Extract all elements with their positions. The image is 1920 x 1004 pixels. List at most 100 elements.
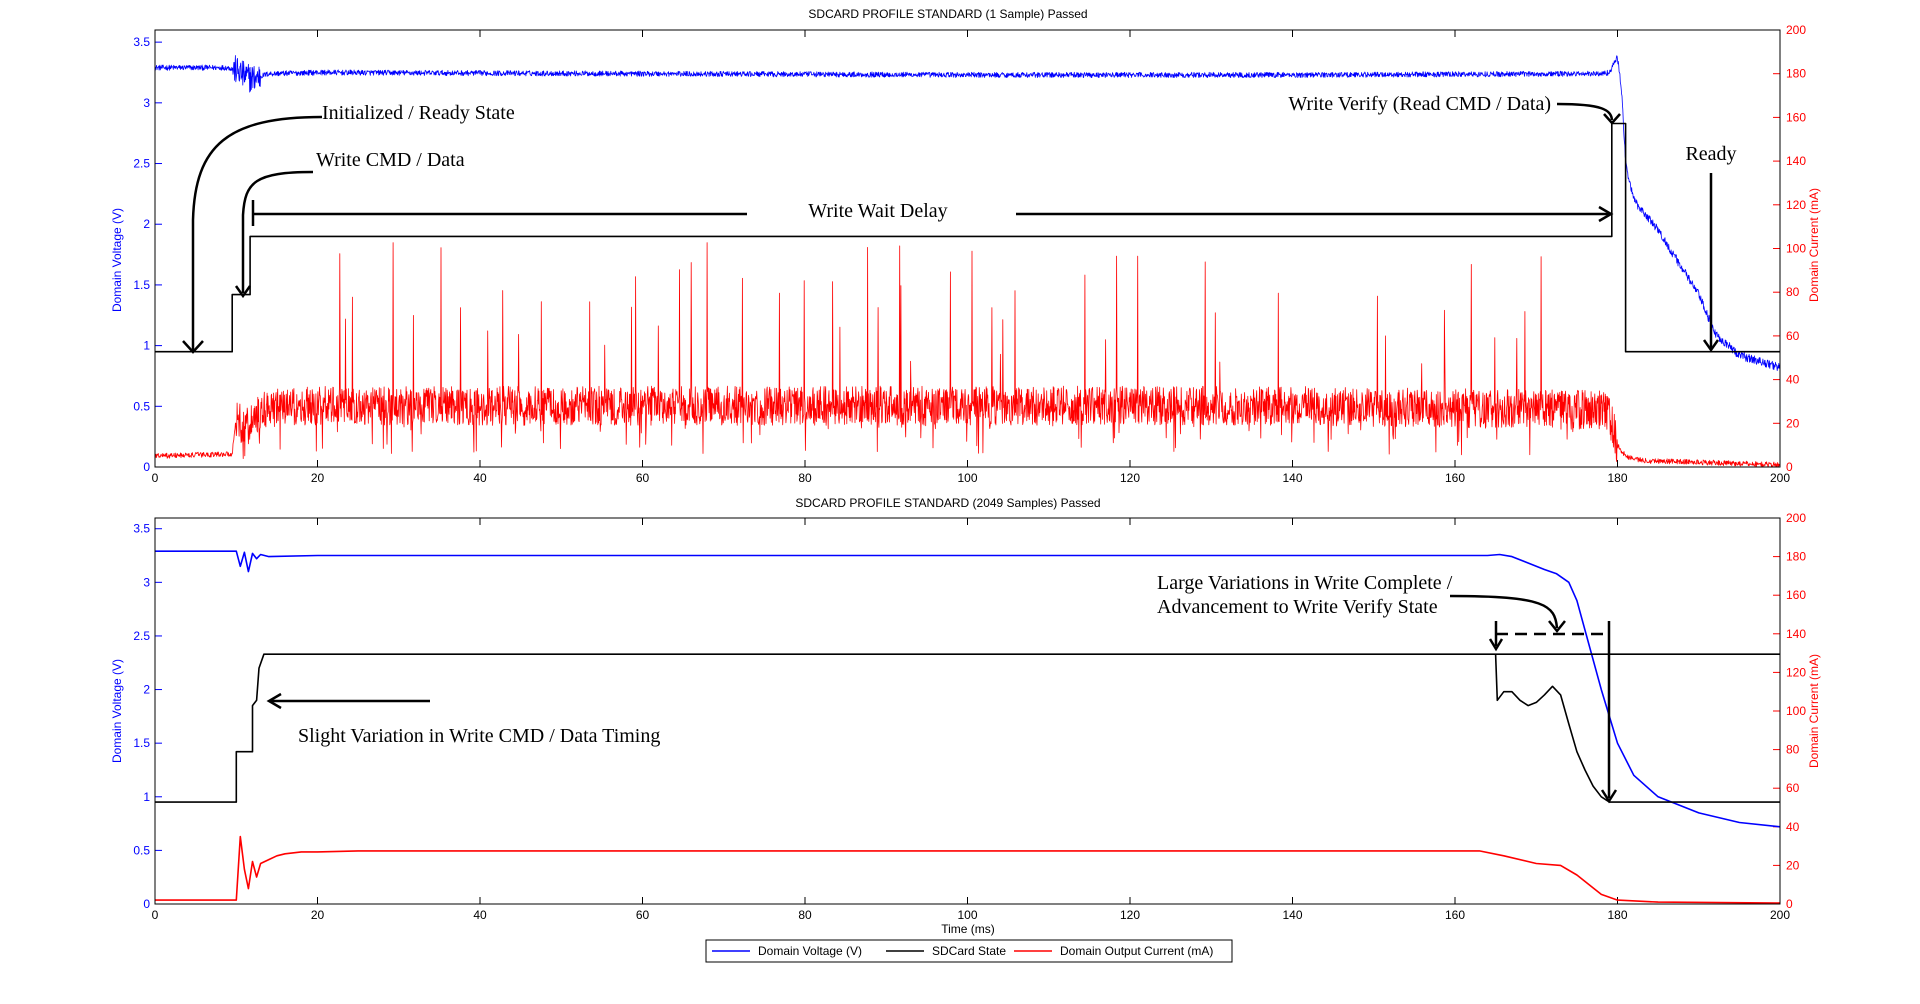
- bottom-series-sdcard-state: [155, 653, 1780, 803]
- top-xtick-label: 160: [1445, 471, 1465, 485]
- top-xtick-label: 180: [1607, 471, 1627, 485]
- top-y2tick-label: 0: [1786, 460, 1793, 474]
- legend-label-state: SDCard State: [932, 944, 1006, 958]
- bottom-ytick-label: 3: [143, 575, 150, 589]
- bottom-ytick-label: 1: [143, 790, 150, 804]
- chart-bottom-annotations: [266, 594, 1618, 804]
- chart-bottom-plot-frame: [154, 517, 1781, 905]
- bottom-y2tick-label: 40: [1786, 820, 1800, 834]
- top-ytick-label: 2.5: [133, 157, 150, 171]
- top-y2tick-label: 120: [1786, 198, 1806, 212]
- bottom-y2tick-label: 60: [1786, 781, 1800, 795]
- bottom-y2tick-label: 20: [1786, 858, 1800, 872]
- bottom-series-sdcard-state-tail: [1494, 654, 1780, 803]
- top-xtick-label: 40: [473, 471, 487, 485]
- annotation-arrowhead-initialized: [182, 340, 204, 354]
- bottom-xtick-label: 160: [1445, 908, 1465, 922]
- bottom-y2tick-label: 160: [1786, 588, 1806, 602]
- annotation-arrowhead-write-wait: [1598, 205, 1614, 223]
- top-series-sdcard-state: [155, 122, 1780, 353]
- annotation-arrowhead-large-variations: [1548, 620, 1566, 634]
- chart-bottom-ylabel: Domain Voltage (V): [110, 659, 124, 763]
- top-ytick-label: 3: [143, 96, 150, 110]
- annotation-arrowhead-bar-left: [1488, 638, 1504, 652]
- bottom-ytick-label: 3.5: [133, 522, 150, 536]
- annotation-arrow-large-variations: [1449, 594, 1559, 629]
- chart-bottom: SDCARD PROFILE STANDARD (2049 Samples) P…: [110, 496, 1821, 936]
- chart-bottom-y2label: Domain Current (mA): [1807, 654, 1821, 768]
- top-y2tick-label: 180: [1786, 67, 1806, 81]
- annotation-large-variations-line1: Large Variations in Write Complete /: [1157, 572, 1453, 594]
- bottom-xtick-label: 80: [798, 908, 812, 922]
- annotation-arrowhead-bar-right: [1600, 789, 1618, 804]
- chart-top-y2label: Domain Current (mA): [1807, 188, 1821, 302]
- legend-box: [705, 939, 1233, 963]
- bottom-xtick-label: 20: [311, 908, 325, 922]
- chart-bottom-ticks: 0 20 40 60 80 100 120 140 160 180 20000.511.522.53…: [133, 511, 1806, 922]
- bottom-xtick-label: 100: [957, 908, 977, 922]
- top-ytick-label: 0.5: [133, 399, 150, 413]
- top-xtick-label: 0: [152, 471, 159, 485]
- top-ytick-label: 2: [143, 217, 150, 231]
- bottom-y2tick-label: 140: [1786, 627, 1806, 641]
- annotation-arrow-initialized: [191, 115, 323, 350]
- top-y2tick-label: 60: [1786, 329, 1800, 343]
- top-y2tick-label: 40: [1786, 373, 1800, 387]
- chart-top-annotations: [182, 102, 1720, 354]
- annotation-slight-variation: Slight Variation in Write CMD / Data Tim…: [298, 725, 660, 747]
- bottom-y2tick-label: 180: [1786, 550, 1806, 564]
- bottom-y2tick-label: 100: [1786, 704, 1806, 718]
- top-xtick-label: 80: [798, 471, 812, 485]
- top-ytick-label: 1: [143, 339, 150, 353]
- annotation-arrowhead-write-cmd: [234, 285, 252, 299]
- chart-top: SDCARD PROFILE STANDARD (1 Sample) Passe…: [110, 7, 1821, 485]
- bottom-ytick-label: 0: [143, 897, 150, 911]
- top-y2tick-label: 200: [1786, 23, 1806, 37]
- bottom-y2tick-label: 80: [1786, 743, 1800, 757]
- annotation-arrowhead-write-verify: [1603, 113, 1621, 125]
- bottom-xtick-label: 40: [473, 908, 487, 922]
- annotation-arrow-write-cmd: [241, 170, 314, 293]
- bottom-y2tick-label: 0: [1786, 897, 1793, 911]
- top-y2tick-label: 20: [1786, 416, 1800, 430]
- top-xtick-label: 120: [1120, 471, 1140, 485]
- chart-top-ticks: 0 20 40 60 80 100 120 140 160 180 200 0 0.5 1 1.5 2 2.5 3…: [133, 23, 1806, 485]
- bottom-xtick-label: 60: [636, 908, 650, 922]
- chart-bottom-title: SDCARD PROFILE STANDARD (2049 Samples) P…: [795, 496, 1100, 510]
- annotation-arrow-write-verify: [1556, 102, 1614, 121]
- top-xtick-label: 100: [957, 471, 977, 485]
- annotation-arrowhead-ready: [1702, 339, 1720, 353]
- top-y2tick-label: 100: [1786, 242, 1806, 256]
- annotation-arrowhead-slight-variation: [266, 692, 282, 710]
- chart-top-title: SDCARD PROFILE STANDARD (1 Sample) Passe…: [808, 7, 1087, 21]
- bottom-series-domain-voltage-v: [155, 550, 1781, 828]
- bottom-ytick-label: 0.5: [133, 843, 150, 857]
- bottom-ytick-label: 2.5: [133, 629, 150, 643]
- top-series-domain-voltage-v: [155, 55, 1780, 371]
- legend-label-voltage: Domain Voltage (V): [758, 944, 862, 958]
- top-xtick-label: 140: [1282, 471, 1302, 485]
- annotation-write-cmd: Write CMD / Data: [316, 149, 465, 171]
- bottom-xtick-label: 120: [1120, 908, 1140, 922]
- bottom-y2tick-label: 200: [1786, 511, 1806, 525]
- top-ytick-label: 1.5: [133, 278, 150, 292]
- annotation-ready: Ready: [1685, 143, 1736, 165]
- annotation-write-verify: Write Verify (Read CMD / Data): [1288, 93, 1551, 115]
- bottom-xtick-label: 180: [1607, 908, 1627, 922]
- annotation-initialized: Initialized / Ready State: [322, 102, 515, 124]
- top-ytick-label: 3.5: [133, 35, 150, 49]
- bottom-xtick-label: 0: [152, 908, 159, 922]
- bottom-xtick-label: 140: [1282, 908, 1302, 922]
- top-y2tick-label: 160: [1786, 110, 1806, 124]
- bottom-ytick-label: 1.5: [133, 736, 150, 750]
- bottom-xtick-label: 200: [1770, 908, 1790, 922]
- chart-bottom-xlabel: Time (ms): [941, 922, 995, 936]
- top-xtick-label: 60: [636, 471, 650, 485]
- top-y2tick-label: 80: [1786, 285, 1800, 299]
- chart-bottom-lines: [155, 550, 1781, 904]
- top-ytick-label: 0: [143, 460, 150, 474]
- top-series-domain-output-current-ma: [154, 242, 1780, 468]
- legend-label-current: Domain Output Current (mA): [1060, 944, 1213, 958]
- bottom-series-domain-output-current-ma: [155, 835, 1781, 904]
